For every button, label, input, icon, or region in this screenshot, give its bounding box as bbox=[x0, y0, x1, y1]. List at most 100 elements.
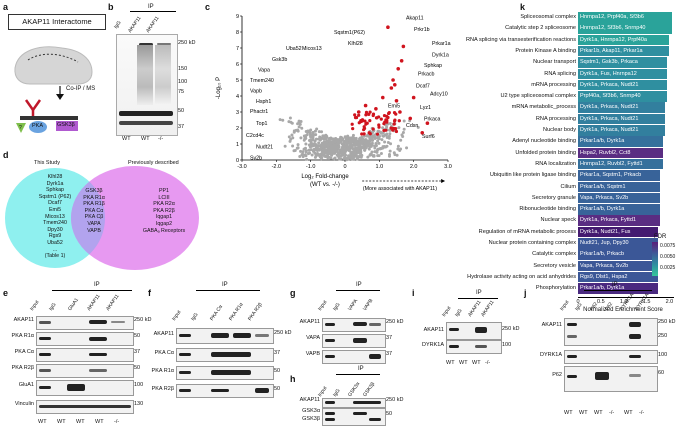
sig-point bbox=[393, 119, 397, 123]
enrichment-term: RNA localization bbox=[535, 160, 576, 167]
panel_f-lane: PKA R2β bbox=[247, 301, 264, 322]
venn-right-item: PKA R2β bbox=[153, 207, 175, 214]
grey-point bbox=[325, 139, 329, 143]
grey-point bbox=[381, 126, 385, 130]
panel_f-mw: 50 bbox=[274, 386, 281, 392]
panel_h-row: GSK3β bbox=[302, 416, 320, 422]
k-x-tick: 0 bbox=[576, 298, 580, 305]
panel_e-lane: AKAP11 bbox=[86, 293, 102, 312]
panel_e-lane: AKAP11 bbox=[105, 293, 121, 312]
panel_f-mw: 50 bbox=[274, 368, 281, 374]
panel-b-mw-2: 100 bbox=[178, 79, 188, 85]
sig-point bbox=[368, 110, 372, 114]
panel-b-lane-2: AKAP11 bbox=[127, 15, 143, 34]
arrow-head-icon bbox=[441, 179, 446, 183]
panel_j-mw: 100 bbox=[658, 352, 668, 358]
sig-point bbox=[394, 129, 399, 134]
sig-point bbox=[375, 132, 380, 136]
panel-h-ip: IP bbox=[358, 366, 364, 372]
venn-left-item: Micos13 bbox=[45, 213, 65, 220]
arrow-note: (More associated with AKAP11) bbox=[363, 186, 437, 192]
grey-point bbox=[381, 131, 385, 135]
panel_j-genotype: WT bbox=[594, 410, 603, 416]
panel-a-schematic bbox=[14, 46, 93, 133]
grey-point bbox=[292, 149, 296, 153]
gene-label: Adcy10 bbox=[430, 92, 448, 98]
grey-point bbox=[310, 153, 314, 157]
gene-label: Lyz1 bbox=[420, 105, 431, 111]
sig-point bbox=[392, 83, 397, 87]
k-x-axis bbox=[578, 296, 674, 298]
grey-point bbox=[346, 134, 350, 138]
sig-point bbox=[386, 25, 390, 29]
sig-point bbox=[367, 131, 371, 135]
venn-right-item: PKA R2α bbox=[153, 201, 175, 208]
panel_g-lane: VAPB bbox=[362, 297, 375, 312]
panel_j-row: P62 bbox=[552, 372, 562, 378]
panel-c-label: c bbox=[205, 2, 211, 12]
panel_e-mw: 100 bbox=[134, 382, 144, 388]
sig-point bbox=[377, 123, 381, 127]
y-axis-label: -Log₁₀ P bbox=[216, 77, 222, 99]
enrichment-bar: Prkar1a/b, Sqstm1 bbox=[578, 181, 661, 192]
gene-label: Dyrk1a bbox=[432, 52, 449, 58]
grey-point bbox=[370, 136, 374, 140]
venn-right-title: Previously described bbox=[128, 160, 179, 166]
panel_h-lane: IgG bbox=[332, 387, 342, 398]
gene-label: Sv2b bbox=[250, 156, 262, 162]
panel_f-row: PKA R1α bbox=[151, 368, 174, 374]
panel_e-mw: 50 bbox=[134, 333, 141, 339]
venn-left-item: Klhl28 bbox=[47, 174, 63, 180]
enrichment-term: Ubiquitin like protein ligase binding bbox=[489, 172, 576, 179]
enrichment-term: Unfolded protein binding bbox=[515, 149, 576, 156]
panel-i-blots bbox=[446, 322, 502, 358]
panel-j-blots bbox=[564, 318, 658, 408]
grey-point bbox=[329, 136, 333, 140]
y-tick-label: 6 bbox=[236, 62, 239, 68]
sig-point bbox=[385, 114, 389, 118]
sig-point bbox=[394, 99, 399, 103]
grey-point bbox=[397, 126, 401, 130]
grey-point bbox=[362, 140, 366, 144]
enrichment-term: Cilium bbox=[560, 183, 576, 190]
grey-point bbox=[337, 151, 341, 155]
sig-point bbox=[371, 127, 375, 131]
enrichment-bar: Dyrk1a, Prkaca, Nudt21 bbox=[578, 79, 668, 91]
panel_g-lane: VAPA bbox=[347, 298, 360, 312]
grey-point bbox=[376, 139, 380, 143]
grey-point bbox=[348, 136, 352, 140]
gsk3b-icon bbox=[56, 121, 78, 131]
grey-point bbox=[373, 146, 377, 150]
venn-diagram bbox=[5, 166, 199, 270]
enrichment-bar: Vapa, Prkaca, Sv2b bbox=[578, 260, 658, 272]
enrichment-bar: Dyrk1a, Prkaca, Nudt21 bbox=[578, 125, 665, 136]
grey-point bbox=[278, 118, 282, 122]
enrichment-bar: Prkar1b, Akap11, Prkar1a bbox=[578, 45, 670, 57]
grey-point bbox=[328, 147, 332, 151]
grey-point bbox=[385, 144, 389, 148]
enrichment-term: Regulation of mRNA metabolic process bbox=[478, 228, 576, 235]
panel-i-ip: IP bbox=[476, 290, 482, 296]
grey-point bbox=[304, 149, 308, 153]
grey-point bbox=[331, 137, 335, 141]
antibody-icon bbox=[24, 99, 42, 113]
panel_i-genotype: WT bbox=[446, 360, 455, 366]
venn-left-list: Klhl28 Dyrk1a Sphkap Sqstm1 (P62) Dcaf7 Emi5 M… bbox=[30, 174, 80, 260]
x-axis-label-2: (WT vs. -/-) bbox=[310, 182, 340, 188]
grey-point bbox=[416, 125, 420, 129]
k-x-tick: 1.5 bbox=[642, 298, 651, 305]
sig-point bbox=[420, 131, 425, 135]
grey-point bbox=[319, 152, 323, 156]
x-tick-label: 2.0 bbox=[410, 164, 418, 170]
panel-b-mw-4: 50 bbox=[178, 108, 185, 114]
fdr-tick: 0.0025 bbox=[660, 265, 676, 271]
gene-label: Prkr1b bbox=[414, 27, 430, 33]
grey-point bbox=[298, 154, 302, 158]
panel_e-mw: 37 bbox=[134, 349, 141, 355]
enrichment-bar: Prkar1a/b, Dyrk1a bbox=[578, 136, 663, 147]
pka-label: PKA bbox=[32, 123, 44, 129]
enrichment-bar: Hnrnpa12, Ruvbl2, Fyttd1 bbox=[578, 158, 663, 170]
sig-point bbox=[408, 116, 413, 121]
venn-middle-item: PKA R1α bbox=[83, 194, 105, 201]
k-x-tick: 1.0 bbox=[619, 298, 628, 305]
